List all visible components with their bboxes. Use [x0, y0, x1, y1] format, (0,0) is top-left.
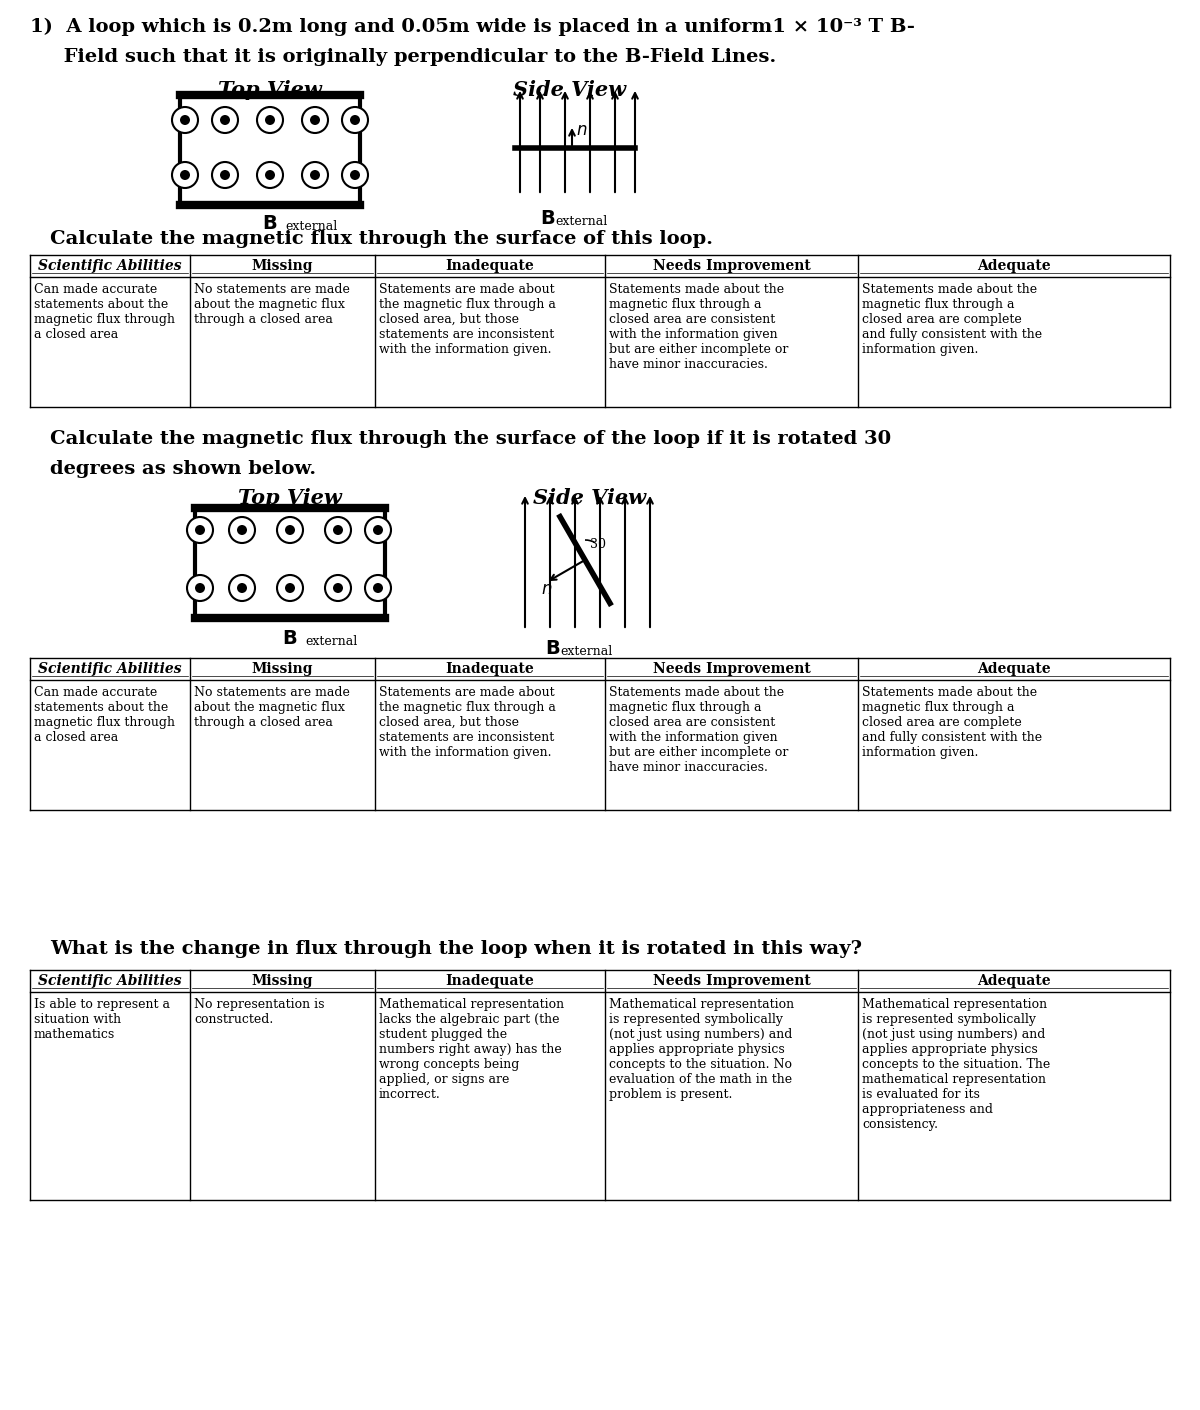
Text: Adequate: Adequate [977, 974, 1051, 988]
Text: Statements are made about
the magnetic flux through a
closed area, but those
sta: Statements are made about the magnetic f… [379, 283, 556, 355]
Circle shape [220, 171, 230, 180]
Circle shape [334, 525, 343, 534]
Text: Adequate: Adequate [977, 259, 1051, 274]
Text: Statements made about the
magnetic flux through a
closed area are complete
and f: Statements made about the magnetic flux … [862, 283, 1042, 355]
Text: $\mathbf{B}$: $\mathbf{B}$ [540, 210, 556, 228]
Circle shape [365, 575, 391, 601]
Circle shape [286, 525, 295, 534]
Text: Side View: Side View [514, 80, 626, 100]
Text: $n$: $n$ [576, 123, 588, 140]
Circle shape [238, 525, 247, 534]
Text: Scientific Abilities: Scientific Abilities [38, 663, 181, 675]
Text: external: external [554, 214, 607, 228]
Text: Statements made about the
magnetic flux through a
closed area are complete
and f: Statements made about the magnetic flux … [862, 687, 1042, 759]
Circle shape [180, 116, 190, 125]
Text: degrees as shown below.: degrees as shown below. [50, 460, 316, 478]
Text: Adequate: Adequate [977, 663, 1051, 675]
Text: Scientific Abilities: Scientific Abilities [38, 259, 181, 274]
Text: $n$: $n$ [541, 581, 552, 598]
Text: Calculate the magnetic flux through the surface of the loop if it is rotated 30: Calculate the magnetic flux through the … [50, 430, 892, 448]
Text: Missing: Missing [252, 663, 313, 675]
Text: Mathematical representation
is represented symbolically
(not just using numbers): Mathematical representation is represent… [610, 998, 794, 1101]
Circle shape [365, 517, 391, 543]
Circle shape [342, 162, 368, 188]
Text: $\mathbf{B}$: $\mathbf{B}$ [263, 214, 277, 233]
Circle shape [373, 525, 383, 534]
Text: No statements are made
about the magnetic flux
through a closed area: No statements are made about the magneti… [194, 283, 350, 326]
Circle shape [342, 107, 368, 133]
Text: Is able to represent a
situation with
mathematics: Is able to represent a situation with ma… [34, 998, 170, 1041]
Circle shape [187, 575, 214, 601]
Text: No representation is
constructed.: No representation is constructed. [194, 998, 324, 1026]
Text: Mathematical representation
lacks the algebraic part (the
student plugged the
nu: Mathematical representation lacks the al… [379, 998, 564, 1101]
Text: Missing: Missing [252, 259, 313, 274]
Circle shape [220, 116, 230, 125]
Text: Calculate the magnetic flux through the surface of this loop.: Calculate the magnetic flux through the … [50, 230, 713, 248]
Circle shape [310, 171, 320, 180]
Text: 30: 30 [590, 539, 606, 551]
Text: external: external [286, 220, 337, 233]
Text: Side View: Side View [534, 488, 647, 508]
Circle shape [172, 162, 198, 188]
Text: Top View: Top View [218, 80, 322, 100]
Text: What is the change in flux through the loop when it is rotated in this way?: What is the change in flux through the l… [50, 940, 862, 957]
Text: Can made accurate
statements about the
magnetic flux through
a closed area: Can made accurate statements about the m… [34, 687, 175, 744]
Text: Inadequate: Inadequate [445, 259, 534, 274]
Circle shape [350, 116, 360, 125]
Circle shape [286, 582, 295, 594]
Text: 1)  A loop which is 0.2m long and 0.05m wide is placed in a uniform1 × 10⁻³ T B-: 1) A loop which is 0.2m long and 0.05m w… [30, 18, 914, 37]
Circle shape [172, 107, 198, 133]
Text: Inadequate: Inadequate [445, 663, 534, 675]
Circle shape [194, 525, 205, 534]
Text: Field such that it is originally perpendicular to the B-Field Lines.: Field such that it is originally perpend… [30, 48, 776, 66]
Circle shape [194, 582, 205, 594]
Circle shape [265, 171, 275, 180]
Circle shape [265, 116, 275, 125]
Text: Needs Improvement: Needs Improvement [653, 974, 810, 988]
Text: No statements are made
about the magnetic flux
through a closed area: No statements are made about the magneti… [194, 687, 350, 729]
Circle shape [187, 517, 214, 543]
Text: $\mathbf{B}$: $\mathbf{B}$ [282, 630, 298, 649]
Text: Scientific Abilities: Scientific Abilities [38, 974, 181, 988]
Text: $\mathbf{B}$: $\mathbf{B}$ [545, 640, 560, 658]
Circle shape [373, 582, 383, 594]
Text: Mathematical representation
is represented symbolically
(not just using numbers): Mathematical representation is represent… [862, 998, 1050, 1131]
Text: Statements made about the
magnetic flux through a
closed area are consistent
wit: Statements made about the magnetic flux … [610, 283, 788, 371]
Text: Can made accurate
statements about the
magnetic flux through
a closed area: Can made accurate statements about the m… [34, 283, 175, 341]
Text: Inadequate: Inadequate [445, 974, 534, 988]
Text: Top View: Top View [238, 488, 342, 508]
Text: Statements made about the
magnetic flux through a
closed area are consistent
wit: Statements made about the magnetic flux … [610, 687, 788, 774]
Text: Statements are made about
the magnetic flux through a
closed area, but those
sta: Statements are made about the magnetic f… [379, 687, 556, 759]
Circle shape [310, 116, 320, 125]
Circle shape [334, 582, 343, 594]
Circle shape [180, 171, 190, 180]
Text: external: external [305, 634, 358, 649]
Circle shape [238, 582, 247, 594]
Text: external: external [560, 644, 612, 658]
Text: Missing: Missing [252, 974, 313, 988]
Text: Needs Improvement: Needs Improvement [653, 259, 810, 274]
Circle shape [350, 171, 360, 180]
Text: Needs Improvement: Needs Improvement [653, 663, 810, 675]
